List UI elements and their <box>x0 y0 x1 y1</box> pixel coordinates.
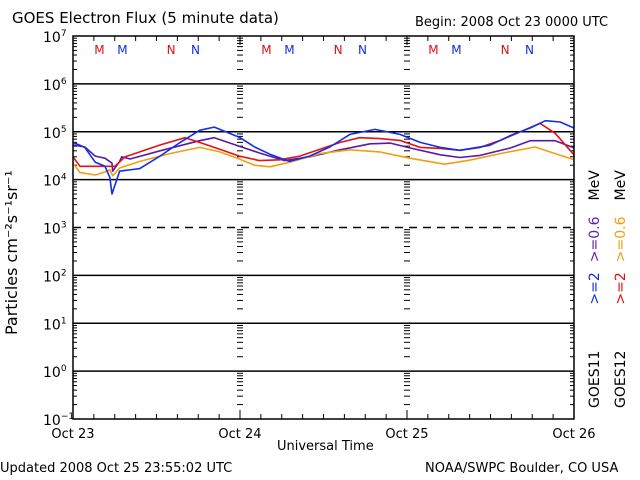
x-tick-label: Oct 25 <box>385 427 428 442</box>
y-tick-label: 103 <box>43 221 67 238</box>
y-tick-label: 102 <box>43 268 67 285</box>
mn-marker: N <box>334 43 343 57</box>
mn-marker: N <box>501 43 510 57</box>
mn-marker: M <box>261 43 271 57</box>
legend-sat-goes11: GOES11 <box>587 350 603 408</box>
y-tick-label: 100 <box>43 364 67 381</box>
credit-text: NOAA/SWPC Boulder, CO USA <box>425 461 619 476</box>
mn-marker: N <box>525 43 534 57</box>
legend-column-goes11: GOES11 >=2 >=0.6 MeV <box>587 170 603 408</box>
series-line-goes12-0-6-mev <box>72 146 575 177</box>
y-tick-label: 107 <box>43 29 67 46</box>
mn-marker: N <box>167 43 176 57</box>
legend-unit-goes11: MeV <box>587 170 603 201</box>
legend-entry-goes12-2mev: >=2 <box>613 272 629 305</box>
x-tick-label: Oct 26 <box>552 427 595 442</box>
legend-entry-goes11-06mev: >=0.6 <box>587 216 603 263</box>
series-lines <box>72 119 575 195</box>
mn-marker: M <box>94 43 104 57</box>
series-line-goes11-2-mev <box>72 119 575 195</box>
legend-column-goes12: GOES12 >=2 >=0.6 MeV <box>613 170 629 408</box>
y-axis-label-text: Particles cm⁻²s⁻¹sr⁻¹ <box>2 170 21 335</box>
updated-timestamp: Updated 2008 Oct 25 23:55:02 UTC <box>0 461 233 476</box>
mn-marker: M <box>117 43 127 57</box>
legend-entry-goes11-2mev: >=2 <box>587 272 603 305</box>
y-tick-label: 10−1 <box>43 412 74 429</box>
plot-frame <box>72 35 575 420</box>
x-axis-label: Universal Time <box>277 439 374 454</box>
gridlines <box>73 83 574 372</box>
y-tick-label: 101 <box>43 316 67 333</box>
legend-unit-goes12: MeV <box>613 170 629 201</box>
y-tick-label: 106 <box>43 77 67 94</box>
y-tick-label: 105 <box>43 125 67 142</box>
y-tick-labels: 107 106 105 104 103 102 101 100 10−1 <box>43 29 74 429</box>
mn-marker: M <box>451 43 461 57</box>
chart-title: GOES Electron Flux (5 minute data) <box>12 9 279 27</box>
mn-marker: N <box>191 43 200 57</box>
x-tick-label: Oct 23 <box>51 427 94 442</box>
mn-marker: N <box>358 43 367 57</box>
series-line-goes12-2-mev <box>72 122 575 168</box>
y-tick-label: 104 <box>43 173 67 190</box>
mn-marker: M <box>428 43 438 57</box>
mn-marker: M <box>284 43 294 57</box>
legend-entry-goes12-06mev: >=0.6 <box>613 216 629 263</box>
begin-time: Begin: 2008 Oct 23 0000 UTC <box>415 15 609 30</box>
x-tick-labels: Oct 23 Oct 24 Oct 25 Oct 26 <box>51 427 595 442</box>
x-tick-label: Oct 24 <box>218 427 261 442</box>
y-axis-label: Particles cm⁻²s⁻¹sr⁻¹ <box>2 170 21 335</box>
legend-sat-goes12: GOES12 <box>613 350 629 408</box>
